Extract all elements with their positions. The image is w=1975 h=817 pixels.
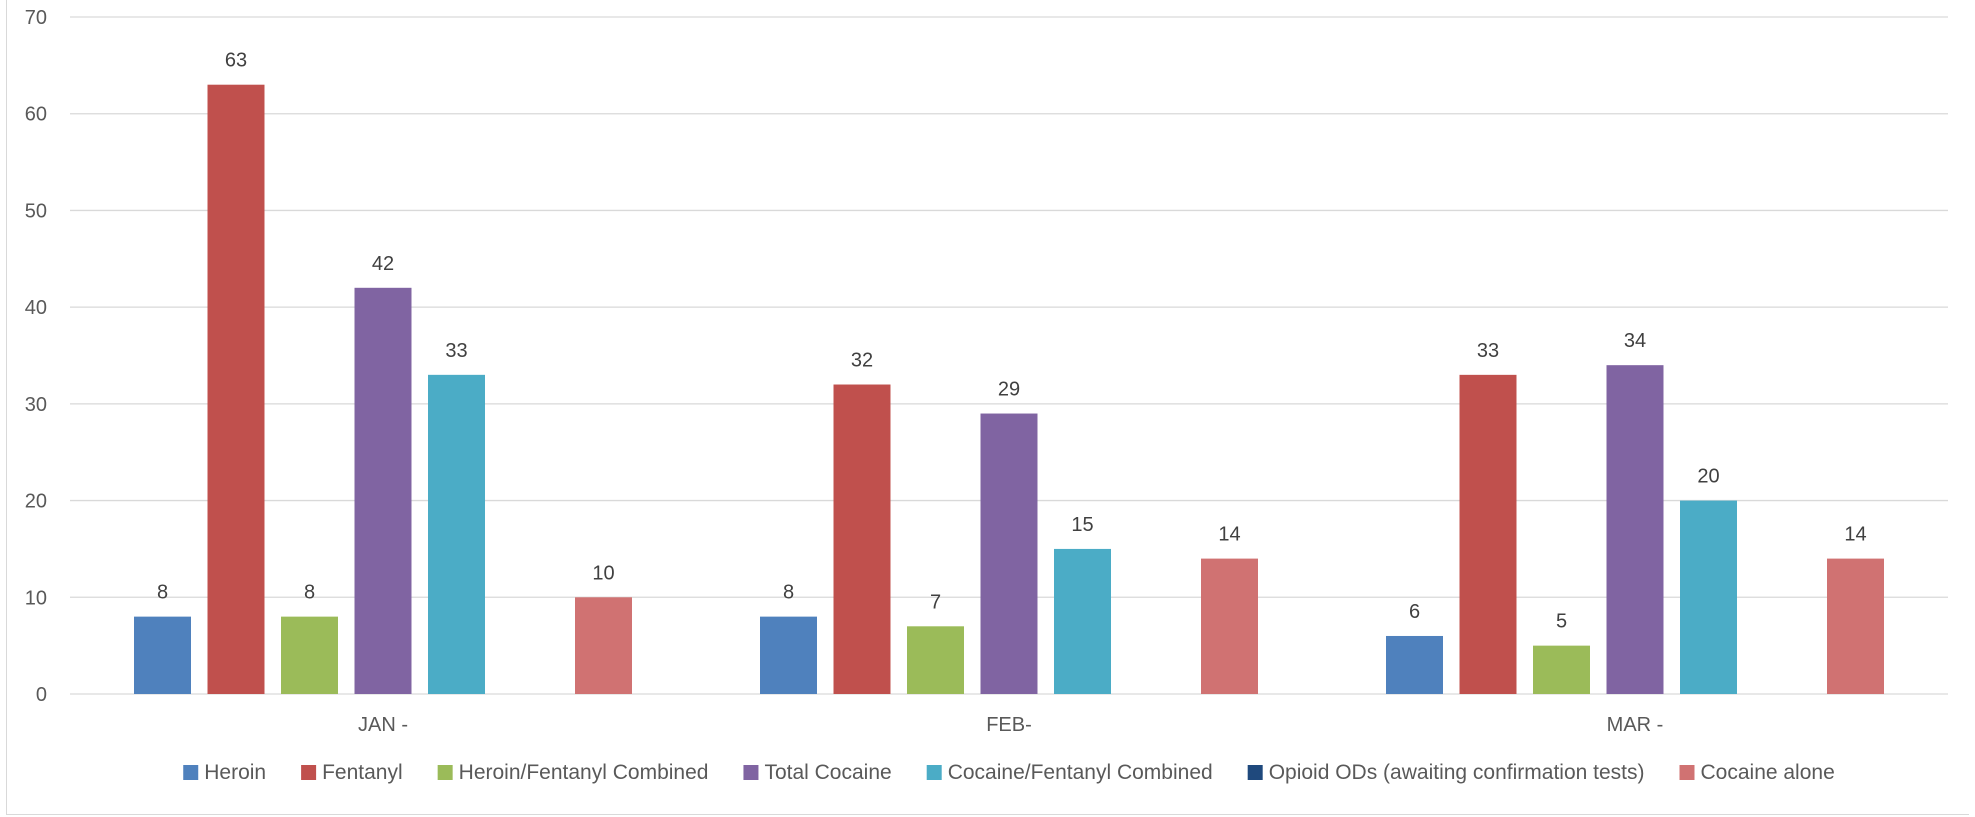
chart-frame xyxy=(6,0,1969,815)
x-category-label: MAR - xyxy=(1607,714,1664,736)
data-label: 63 xyxy=(225,50,247,72)
legend-label: Heroin xyxy=(204,761,266,784)
legend-item: Total Cocaine xyxy=(743,761,892,784)
y-tick-label: 30 xyxy=(25,394,47,416)
data-label: 14 xyxy=(1218,524,1240,546)
data-label: 42 xyxy=(372,253,394,275)
bar xyxy=(1533,645,1590,694)
bar xyxy=(281,616,338,694)
legend-swatch xyxy=(1679,765,1695,780)
bar xyxy=(1459,374,1517,694)
y-tick-label: 40 xyxy=(25,297,47,319)
x-category-label: JAN - xyxy=(358,714,408,736)
data-label: 10 xyxy=(592,562,614,584)
data-label: 15 xyxy=(1071,514,1093,536)
bar xyxy=(1054,548,1111,694)
bar xyxy=(1680,500,1737,694)
data-label: 32 xyxy=(851,350,873,372)
legend: Heroin Fentanyl Heroin/Fentanyl Combined To… xyxy=(183,761,1835,784)
bar xyxy=(1386,635,1443,694)
legend-swatch xyxy=(743,765,759,780)
legend-item: Cocaine alone xyxy=(1679,761,1835,784)
y-tick-label: 0 xyxy=(36,684,47,706)
data-label: 29 xyxy=(998,379,1020,401)
bar xyxy=(428,374,485,694)
legend-item: Heroin/Fentanyl Combined xyxy=(437,761,709,784)
legend-item: Heroin xyxy=(183,761,266,784)
legend-label: Cocaine alone xyxy=(1701,761,1835,784)
bar xyxy=(1827,558,1884,694)
y-tick-label: 10 xyxy=(25,587,47,609)
data-label: 5 xyxy=(1556,611,1567,633)
bar xyxy=(1201,558,1258,694)
legend-item: Fentanyl xyxy=(301,761,403,784)
bar xyxy=(907,626,964,694)
data-label: 20 xyxy=(1697,466,1719,488)
bar xyxy=(980,413,1038,694)
data-label: 8 xyxy=(783,582,794,604)
y-tick-label: 60 xyxy=(25,104,47,126)
legend-swatch xyxy=(183,765,199,780)
data-label: 33 xyxy=(1477,340,1499,362)
legend-label: Fentanyl xyxy=(322,761,403,784)
bar xyxy=(134,616,191,694)
legend-label: Total Cocaine xyxy=(764,761,891,784)
y-tick-label: 70 xyxy=(25,7,47,29)
legend-swatch xyxy=(301,765,317,780)
bar xyxy=(354,287,412,694)
legend-label: Heroin/Fentanyl Combined xyxy=(459,761,709,784)
data-label: 8 xyxy=(304,582,315,604)
data-label: 34 xyxy=(1624,330,1646,352)
bar xyxy=(760,616,817,694)
legend-item: Cocaine/Fentanyl Combined xyxy=(926,761,1213,784)
legend-item: Opioid ODs (awaiting confirmation tests) xyxy=(1247,761,1645,784)
legend-label: Opioid ODs (awaiting confirmation tests) xyxy=(1269,761,1645,784)
data-label: 8 xyxy=(157,582,168,604)
legend-swatch xyxy=(1247,765,1263,780)
bar xyxy=(207,84,265,694)
bar xyxy=(1606,365,1664,694)
data-label: 6 xyxy=(1409,601,1420,623)
data-label: 7 xyxy=(930,591,941,613)
legend-swatch xyxy=(926,765,942,780)
legend-label: Cocaine/Fentanyl Combined xyxy=(948,761,1213,784)
x-category-label: FEB- xyxy=(986,714,1032,736)
data-label: 14 xyxy=(1844,524,1866,546)
y-tick-label: 20 xyxy=(25,491,47,513)
data-labels: 8 63 8 42 33 10 8 32 7 29 15 14 6 33 5 34 20 14 xyxy=(157,50,1867,633)
legend-swatch xyxy=(437,765,453,780)
y-axis-ticks: 0 10 20 30 40 50 60 70 xyxy=(25,7,47,706)
bar xyxy=(575,597,632,694)
x-axis-categories: JAN - FEB- MAR - xyxy=(358,714,1663,736)
data-label: 33 xyxy=(445,340,467,362)
bars xyxy=(134,84,1884,694)
y-tick-label: 50 xyxy=(25,200,47,222)
bar xyxy=(833,384,891,694)
